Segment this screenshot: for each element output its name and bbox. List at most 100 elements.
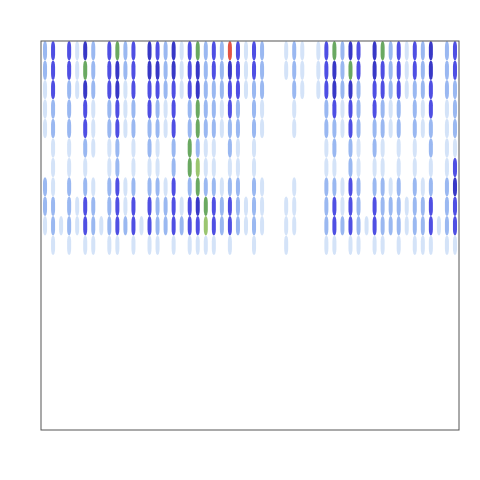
heatmap-cell <box>220 236 224 255</box>
heatmap-cell <box>397 60 401 79</box>
heatmap-cell <box>131 119 135 138</box>
heatmap-cell <box>373 236 377 255</box>
heatmap-cell <box>115 177 119 196</box>
heatmap-cell <box>332 138 336 157</box>
heatmap-cell <box>453 177 457 196</box>
heatmap-cell <box>196 197 200 216</box>
heatmap-cell <box>196 158 200 177</box>
heatmap-cell <box>397 236 401 255</box>
heatmap-cell <box>156 138 160 157</box>
heatmap-cell <box>332 99 336 118</box>
heatmap-cell <box>413 216 417 235</box>
heatmap-cell <box>357 216 361 235</box>
heatmap-cell <box>276 99 280 118</box>
heatmap-cell <box>148 197 152 216</box>
heatmap-cell <box>188 197 192 216</box>
heatmap-cell <box>180 60 184 79</box>
heatmap-cell <box>381 138 385 157</box>
heatmap-cell <box>413 99 417 118</box>
heatmap-cell <box>373 158 377 177</box>
heatmap-cell <box>115 41 119 60</box>
heatmap-cell <box>123 216 127 235</box>
heatmap-cell <box>43 158 47 177</box>
heatmap-cell <box>292 177 296 196</box>
heatmap-cell <box>67 80 71 99</box>
heatmap-cell <box>381 158 385 177</box>
heatmap-cell <box>236 197 240 216</box>
heatmap-cell <box>308 158 312 177</box>
heatmap-cell <box>67 158 71 177</box>
heatmap-cell <box>340 158 344 177</box>
heatmap-cell <box>308 138 312 157</box>
heatmap-cell <box>67 60 71 79</box>
heatmap-cell <box>284 138 288 157</box>
heatmap-cell <box>252 236 256 255</box>
heatmap-cell <box>405 41 409 60</box>
heatmap-cell <box>292 60 296 79</box>
heatmap-cell <box>300 197 304 216</box>
heatmap-cell <box>260 158 264 177</box>
heatmap-cell <box>139 119 143 138</box>
heatmap-cell <box>220 177 224 196</box>
heatmap-cell <box>300 41 304 60</box>
heatmap-cell <box>107 216 111 235</box>
heatmap-cell <box>220 158 224 177</box>
heatmap-cell <box>164 60 168 79</box>
heatmap-cell <box>148 158 152 177</box>
heatmap-cell <box>453 216 457 235</box>
heatmap-cell <box>236 41 240 60</box>
heatmap-cell <box>381 216 385 235</box>
heatmap-cell <box>397 158 401 177</box>
heatmap-cell <box>453 138 457 157</box>
heatmap-cell <box>292 138 296 157</box>
heatmap-cell <box>83 41 87 60</box>
heatmap-cell <box>445 119 449 138</box>
heatmap-cell <box>59 80 63 99</box>
heatmap-cell <box>139 60 143 79</box>
heatmap-cell <box>204 158 208 177</box>
heatmap-cell <box>348 216 352 235</box>
heatmap-cell <box>365 60 369 79</box>
heatmap-cell <box>381 60 385 79</box>
heatmap-cell <box>413 80 417 99</box>
heatmap-cell <box>445 41 449 60</box>
heatmap-cell <box>413 119 417 138</box>
heatmap-cell <box>115 80 119 99</box>
heatmap-cell <box>445 60 449 79</box>
heatmap-cell <box>340 177 344 196</box>
heatmap-cell <box>43 41 47 60</box>
heatmap-cell <box>236 158 240 177</box>
heatmap-cell <box>252 60 256 79</box>
heatmap-cell <box>156 41 160 60</box>
heatmap-cell <box>75 99 79 118</box>
heatmap-cell <box>405 177 409 196</box>
heatmap-cell <box>308 60 312 79</box>
heatmap-cell <box>397 99 401 118</box>
heatmap-cell <box>148 60 152 79</box>
heatmap-cell <box>373 119 377 138</box>
heatmap-cell <box>107 177 111 196</box>
heatmap-cell <box>156 60 160 79</box>
heatmap-cell <box>421 80 425 99</box>
heatmap-cell <box>148 177 152 196</box>
heatmap-cell <box>139 216 143 235</box>
heatmap-cell <box>188 80 192 99</box>
heatmap-cell <box>67 216 71 235</box>
heatmap-cell <box>75 197 79 216</box>
heatmap-cell <box>164 99 168 118</box>
heatmap-cell <box>188 177 192 196</box>
heatmap-cell <box>365 197 369 216</box>
heatmap-cell <box>180 197 184 216</box>
heatmap-cell <box>308 119 312 138</box>
heatmap-cell <box>99 177 103 196</box>
heatmap-cell <box>236 119 240 138</box>
heatmap-cell <box>405 138 409 157</box>
heatmap-cell <box>99 216 103 235</box>
heatmap-cell <box>300 119 304 138</box>
heatmap-cell <box>284 41 288 60</box>
heatmap-cell <box>324 197 328 216</box>
heatmap-cell <box>228 138 232 157</box>
heatmap-cell <box>276 158 280 177</box>
heatmap-cell <box>244 197 248 216</box>
heatmap-cell <box>453 158 457 177</box>
